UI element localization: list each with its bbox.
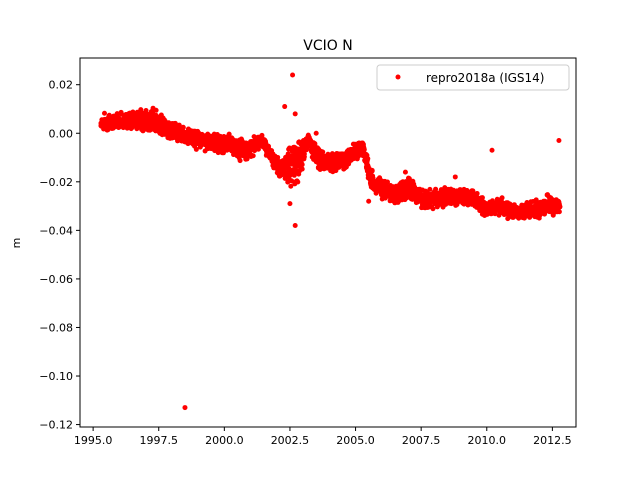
data-point	[237, 158, 243, 164]
legend-marker	[395, 74, 401, 80]
outlier-point	[452, 174, 458, 180]
data-point	[365, 156, 371, 162]
data-point	[361, 147, 367, 153]
y-axis-label: m	[10, 238, 23, 249]
chart-title: VCIO N	[303, 38, 352, 54]
y-tick-label: 0.02	[49, 79, 74, 92]
data-point	[499, 195, 505, 201]
data-point	[299, 166, 305, 172]
y-tick-label: −0.02	[39, 176, 73, 189]
outlier-point	[366, 198, 372, 204]
y-tick-label: −0.12	[39, 419, 73, 432]
x-tick-label: 2007.5	[402, 434, 441, 447]
data-points	[98, 72, 563, 411]
x-tick-label: 1995.0	[74, 434, 113, 447]
data-point	[226, 131, 232, 137]
data-point	[433, 186, 439, 192]
data-point	[105, 127, 111, 133]
data-point	[479, 195, 485, 201]
data-point	[114, 111, 120, 117]
outlier-point	[282, 104, 288, 110]
data-point	[285, 179, 291, 185]
data-point	[220, 150, 226, 156]
data-point	[384, 179, 390, 185]
y-tick-label: −0.10	[39, 370, 73, 383]
data-point	[250, 153, 256, 159]
data-point	[180, 125, 186, 131]
data-point	[474, 191, 480, 197]
x-tick-label: 2012.5	[533, 434, 572, 447]
y-axis: 0.02 0.00 −0.02 −0.04 −0.06 −0.08 −0.10 −0.12	[39, 79, 80, 432]
y-tick-label: −0.06	[39, 273, 73, 286]
data-point	[427, 186, 433, 192]
outlier-point	[313, 130, 319, 136]
data-point	[153, 107, 159, 113]
data-point	[406, 176, 412, 182]
data-point	[320, 149, 326, 155]
data-point	[295, 179, 301, 185]
data-point	[301, 151, 307, 157]
outlier-point	[489, 147, 495, 153]
x-tick-label: 2010.0	[468, 434, 507, 447]
data-point	[312, 141, 318, 147]
data-point	[556, 209, 562, 215]
outlier-point	[292, 223, 298, 229]
x-tick-label: 2002.5	[271, 434, 310, 447]
data-point	[537, 212, 543, 218]
data-point	[289, 178, 295, 184]
data-point	[299, 162, 305, 168]
x-tick-label: 2005.0	[336, 434, 375, 447]
data-point	[288, 183, 294, 189]
data-point	[557, 204, 563, 210]
data-point	[193, 146, 199, 152]
y-tick-label: 0.00	[49, 127, 74, 140]
outlier-point	[556, 138, 562, 144]
data-point	[101, 110, 107, 116]
data-point	[143, 108, 149, 114]
outlier-point	[402, 169, 408, 175]
data-point	[259, 132, 265, 138]
outlier-point	[290, 72, 296, 78]
x-tick-label: 1997.5	[139, 434, 178, 447]
outlier-point	[292, 111, 298, 117]
y-tick-label: −0.04	[39, 224, 73, 237]
outlier-point	[182, 405, 188, 411]
outlier-point	[287, 201, 293, 207]
data-point	[492, 211, 498, 217]
plot-frame	[79, 57, 577, 428]
data-point	[369, 168, 375, 174]
legend: repro2018a (IGS14)	[376, 64, 570, 91]
x-tick-label: 2000.0	[205, 434, 244, 447]
data-point	[430, 206, 436, 212]
y-tick-label: −0.08	[39, 321, 73, 334]
legend-box	[376, 64, 570, 91]
x-axis: 1995.0 1997.5 2000.0 2002.5 2005.0 2007.5 2010…	[74, 427, 572, 447]
data-point	[176, 122, 182, 128]
legend-label: repro2018a (IGS14)	[426, 71, 544, 85]
